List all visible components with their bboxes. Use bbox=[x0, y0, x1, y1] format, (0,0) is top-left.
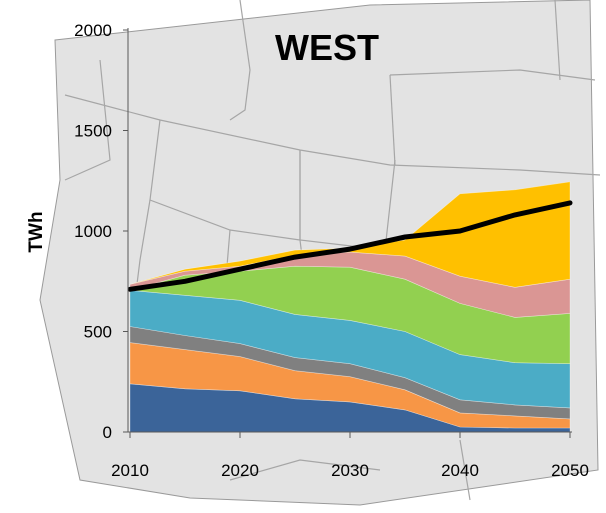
x-tick-label: 2020 bbox=[221, 461, 259, 480]
total-line bbox=[127, 200, 573, 292]
y-tick-label: 0 bbox=[103, 423, 112, 442]
y-tick-label: 2000 bbox=[74, 21, 112, 40]
y-axis-title: TWh bbox=[26, 211, 47, 252]
axes: 0 500 1000 1500 2000 2010 2020 2030 2040 2050 bbox=[74, 21, 589, 480]
x-tick-label: 2010 bbox=[111, 461, 149, 480]
x-tick-label: 2050 bbox=[551, 461, 589, 480]
x-tick-label: 2030 bbox=[331, 461, 369, 480]
y-tick-label: 1500 bbox=[74, 122, 112, 141]
chart-title: WEST bbox=[275, 27, 379, 68]
x-tick-label: 2040 bbox=[441, 461, 479, 480]
area-series-group bbox=[129, 181, 571, 433]
y-tick-label: 500 bbox=[84, 323, 112, 342]
total-line-group bbox=[127, 200, 573, 292]
y-tick-label: 1000 bbox=[74, 222, 112, 241]
y-ticks: 0 500 1000 1500 2000 bbox=[74, 21, 128, 442]
x-ticks: 2010 2020 2030 2040 2050 bbox=[111, 432, 589, 480]
